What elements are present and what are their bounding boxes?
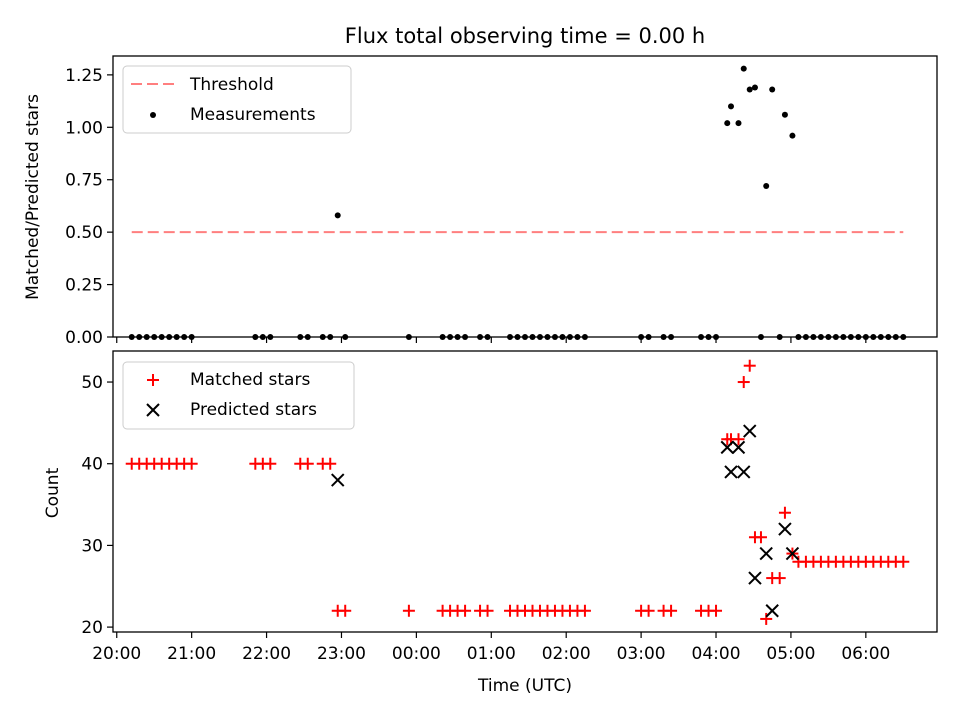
bottom-legend: Matched stars Predicted stars xyxy=(122,361,355,430)
top-y-tick-label: 1.00 xyxy=(65,118,103,138)
predicted-star-point xyxy=(759,546,773,561)
x-tick-label: 21:00 xyxy=(167,644,216,664)
top-y-axis-label: Matched/Predicted stars xyxy=(23,94,43,300)
matched-star-point xyxy=(760,612,773,625)
measurement-point xyxy=(746,86,753,93)
x-tick-label: 04:00 xyxy=(692,644,741,664)
predicted-star-point xyxy=(785,546,800,561)
predicted-star-point xyxy=(331,473,345,487)
x-tick-label: 05:00 xyxy=(766,644,815,664)
legend-threshold-label: Threshold xyxy=(189,75,274,95)
measurement-point xyxy=(735,120,742,127)
legend-measurement-swatch xyxy=(150,112,156,118)
x-axis-label: Time (UTC) xyxy=(477,676,572,696)
x-tick-label: 03:00 xyxy=(617,644,666,664)
predicted-star-point xyxy=(737,465,751,479)
top-x-ticks xyxy=(116,337,867,343)
legend-plus-marker xyxy=(147,374,159,386)
bottom-y-tick-label: 40 xyxy=(81,455,103,475)
measurement-point xyxy=(763,183,770,190)
bottom-y-tick-label: 20 xyxy=(81,618,103,638)
matched-stars-points xyxy=(125,359,910,625)
matched-star-point xyxy=(481,604,494,617)
bottom-y-tick-label: 30 xyxy=(81,536,103,556)
legend-predicted-swatch xyxy=(146,403,160,417)
legend-predicted-label: Predicted stars xyxy=(190,400,317,420)
top-y-tick-label: 1.25 xyxy=(65,66,103,86)
matched-star-point xyxy=(339,604,352,617)
top-panel: 0.00 0.25 0.50 0.75 1.00 1.25 Matched/Predict… xyxy=(23,55,938,348)
predicted-stars-points xyxy=(331,424,800,618)
matched-star-point xyxy=(402,604,415,617)
measurement-point xyxy=(724,120,731,127)
x-tick-label: 02:00 xyxy=(542,644,591,664)
x-tick-label: 00:00 xyxy=(392,644,441,664)
matched-star-point xyxy=(301,457,314,470)
predicted-star-point xyxy=(778,522,792,536)
measurement-point xyxy=(334,212,341,219)
bottom-plot-frame xyxy=(112,350,938,633)
top-plot-frame xyxy=(112,55,938,338)
legend-matched-label: Matched stars xyxy=(190,370,310,390)
legend-matched-swatch xyxy=(147,374,159,386)
x-tick-label: 20:00 xyxy=(92,644,141,664)
top-y-tick-label: 0.75 xyxy=(65,171,103,191)
matched-star-point xyxy=(732,433,745,446)
matched-star-point xyxy=(773,572,786,585)
matched-star-point xyxy=(264,457,277,470)
matched-star-point xyxy=(324,457,337,470)
measurement-point xyxy=(740,65,747,72)
measurement-point xyxy=(769,86,776,93)
matched-star-point xyxy=(754,531,767,544)
bottom-x-ticks: 20:00 21:00 22:00 23:00 00:00 01:00 02:00 03:00… xyxy=(92,632,890,664)
matched-star-point xyxy=(578,604,591,617)
matched-star-point xyxy=(665,604,678,617)
predicted-star-point xyxy=(724,465,738,479)
predicted-star-point xyxy=(748,571,762,585)
chart-title: Flux total observing time = 0.00 h xyxy=(345,24,705,48)
matched-star-point xyxy=(743,359,756,372)
x-tick-label: 22:00 xyxy=(242,644,291,664)
top-y-tick-label: 0.50 xyxy=(65,223,103,243)
predicted-star-point xyxy=(765,604,779,618)
x-tick-label: 01:00 xyxy=(467,644,516,664)
measurement-point xyxy=(789,132,796,139)
legend-measurement-label: Measurements xyxy=(190,105,316,125)
matched-star-point xyxy=(642,604,655,617)
matched-star-point xyxy=(737,376,750,389)
matched-star-point xyxy=(459,604,472,617)
matched-star-point xyxy=(185,457,198,470)
measurement-point xyxy=(728,103,734,110)
top-y-ticks: 0.00 0.25 0.50 0.75 1.00 1.25 xyxy=(65,66,113,348)
top-legend: Threshold Measurements xyxy=(122,65,352,134)
bottom-legend-box xyxy=(122,361,355,430)
bottom-y-axis-label: Count xyxy=(43,467,63,518)
top-y-tick-label: 0.25 xyxy=(65,276,103,296)
predicted-star-point xyxy=(731,440,746,455)
x-tick-label: 23:00 xyxy=(317,644,366,664)
matched-star-point xyxy=(710,604,723,617)
top-legend-box xyxy=(122,65,352,134)
matched-star-point xyxy=(778,506,791,519)
measurement-point xyxy=(751,84,758,91)
measurement-point xyxy=(781,111,788,118)
bottom-y-tick-label: 50 xyxy=(81,373,103,393)
bottom-panel: 20 30 40 50 20:00 21:00 22:00 23:00 00:00 01:00 0… xyxy=(43,350,938,696)
legend-x-marker xyxy=(146,403,160,417)
predicted-star-point xyxy=(720,440,734,455)
x-tick-label: 06:00 xyxy=(841,644,890,664)
top-y-tick-label: 0.00 xyxy=(65,328,103,348)
matched-star-point xyxy=(897,555,910,568)
predicted-star-point xyxy=(743,424,757,438)
bottom-y-ticks: 20 30 40 50 xyxy=(81,373,113,638)
